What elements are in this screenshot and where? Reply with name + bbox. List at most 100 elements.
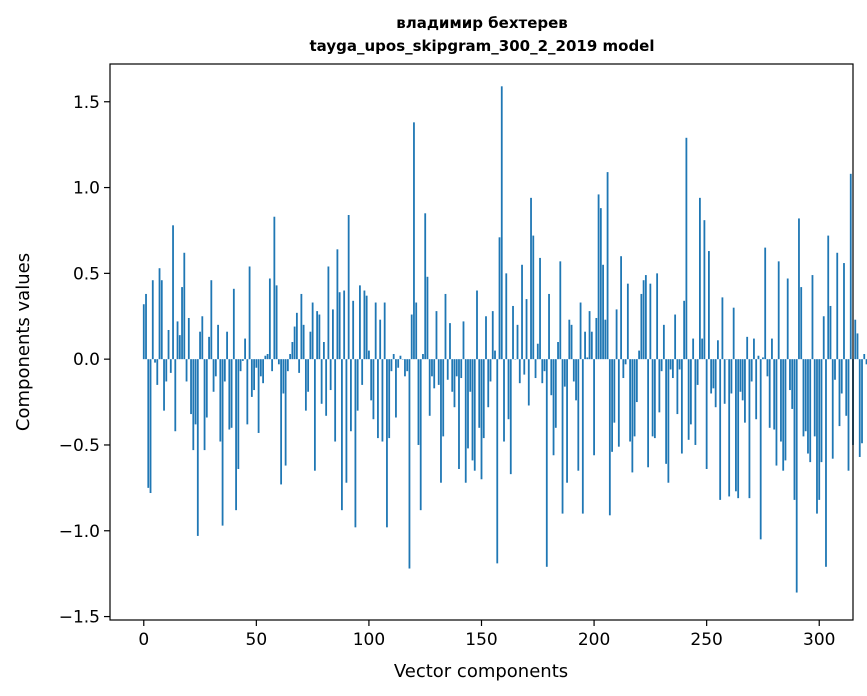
bar [863, 354, 866, 360]
bar [210, 280, 213, 360]
bar [617, 359, 620, 447]
bar [228, 359, 231, 430]
bar [766, 359, 769, 377]
bar [692, 338, 695, 360]
chart-title-line2: tayga_upos_skipgram_300_2_2019 model [310, 37, 655, 55]
bar [811, 275, 814, 360]
bar [277, 359, 280, 365]
bar [640, 293, 643, 360]
bar [419, 359, 422, 511]
bar [644, 275, 647, 360]
plot-frame [109, 63, 854, 621]
bar [847, 359, 850, 471]
bar [572, 359, 575, 382]
bar [280, 359, 283, 485]
bar [717, 340, 719, 360]
bar [440, 359, 442, 483]
bar [264, 355, 267, 360]
bar [802, 359, 805, 437]
bar [545, 359, 548, 567]
bar [239, 359, 242, 372]
bar [343, 290, 346, 360]
bar [509, 359, 512, 475]
y-axis-label: Components values [13, 253, 34, 431]
bar [320, 359, 323, 404]
bar [775, 359, 778, 466]
bar [739, 359, 742, 392]
bar [354, 359, 357, 528]
y-tick-label: 0.0 [73, 350, 100, 370]
bar [541, 359, 544, 384]
bar [444, 293, 447, 360]
bar [151, 280, 154, 360]
bar [347, 215, 350, 360]
bar [858, 359, 861, 457]
y-tick-label: −1.0 [59, 522, 100, 542]
x-tick-label: 300 [803, 630, 835, 650]
bar [194, 359, 197, 425]
bar [820, 359, 823, 463]
bar [838, 359, 841, 427]
bar [226, 331, 228, 360]
bar [831, 359, 834, 459]
bar [550, 359, 553, 396]
bar [359, 285, 361, 360]
bar [557, 342, 559, 360]
bar [275, 285, 278, 360]
bar [503, 359, 505, 442]
bar [156, 359, 159, 385]
bar [755, 359, 758, 420]
bar [415, 302, 418, 360]
bar [798, 218, 800, 360]
bar [390, 359, 393, 372]
bar [203, 359, 206, 451]
bar [374, 302, 377, 360]
bar [185, 359, 188, 382]
bar [665, 359, 668, 464]
bar [291, 342, 294, 360]
bar [327, 266, 330, 360]
bar [854, 319, 857, 360]
bar [250, 359, 253, 397]
bar [163, 359, 165, 411]
bar [392, 354, 395, 360]
bar [205, 359, 208, 418]
bar [498, 237, 501, 360]
bar [543, 359, 546, 372]
bar [534, 359, 537, 379]
bar [350, 359, 352, 432]
bar [149, 359, 152, 494]
bar [313, 359, 316, 471]
bar [586, 357, 589, 360]
bar [649, 283, 652, 360]
bar [757, 355, 760, 360]
bar [845, 359, 848, 416]
bar [624, 359, 627, 365]
bar [807, 359, 809, 454]
bar [861, 359, 863, 444]
bar [584, 331, 586, 360]
bar [829, 305, 832, 360]
bar [298, 359, 301, 373]
bar [703, 220, 706, 360]
bar [395, 359, 397, 418]
bar [181, 287, 183, 360]
bar [237, 359, 240, 469]
bar [442, 359, 445, 437]
x-tick-label: 150 [465, 630, 497, 650]
bar [708, 251, 710, 360]
bar [680, 359, 683, 454]
bar [406, 359, 409, 372]
bar [599, 208, 602, 360]
bar [525, 299, 528, 360]
bar [730, 359, 733, 394]
bar [518, 359, 521, 384]
bar [566, 359, 568, 483]
bar [579, 302, 582, 360]
chart-title-line1: владимир бехтерев [396, 14, 568, 32]
bar [581, 359, 584, 514]
bar [341, 359, 343, 511]
bar [201, 316, 204, 360]
bar [791, 359, 794, 409]
